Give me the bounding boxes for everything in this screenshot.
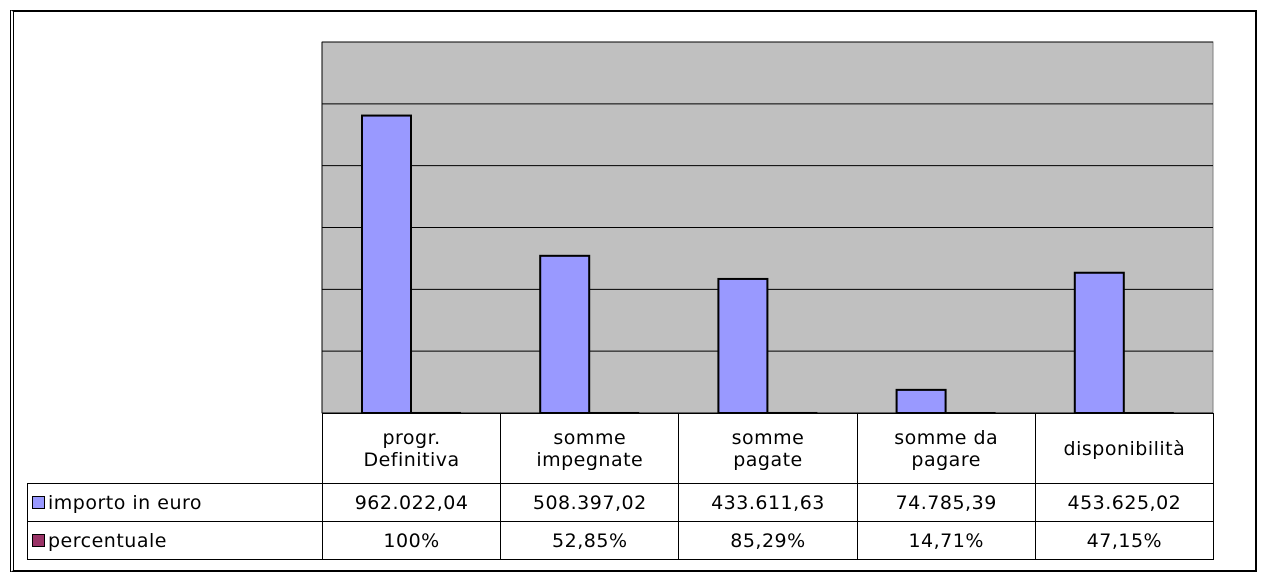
- chart-frame: [10, 10, 1257, 572]
- value-label: 52,85%: [500, 521, 680, 560]
- value-label: 453.625,02: [1034, 483, 1214, 522]
- value-label: 508.397,02: [500, 483, 680, 522]
- bar: [717, 277, 769, 414]
- legend-key: [32, 496, 45, 509]
- legend-entry: importo in euro: [27, 483, 323, 522]
- category-label: disponibilità: [1034, 413, 1214, 484]
- bar: [1073, 271, 1125, 415]
- bar: [361, 114, 412, 414]
- value-label: 14,71%: [856, 521, 1036, 560]
- bar: [895, 388, 947, 414]
- category-label: progr. Definitiva: [322, 413, 502, 484]
- value-label: 433.611,63: [678, 483, 858, 522]
- value-label: 85,29%: [678, 521, 858, 560]
- legend-label: importo in euro: [48, 491, 203, 514]
- legend-key: [32, 534, 45, 547]
- legend-entry: percentuale: [27, 521, 323, 560]
- value-label: 100%: [322, 521, 502, 560]
- value-label: 74.785,39: [856, 483, 1036, 522]
- category-label: somme impegnate: [500, 413, 680, 484]
- value-label: 47,15%: [1034, 521, 1214, 560]
- category-label: somme da pagare: [856, 413, 1036, 484]
- legend-label: percentuale: [48, 529, 167, 552]
- bar: [539, 254, 591, 414]
- value-label: 962.022,04: [322, 483, 502, 522]
- category-label: somme pagate: [678, 413, 858, 484]
